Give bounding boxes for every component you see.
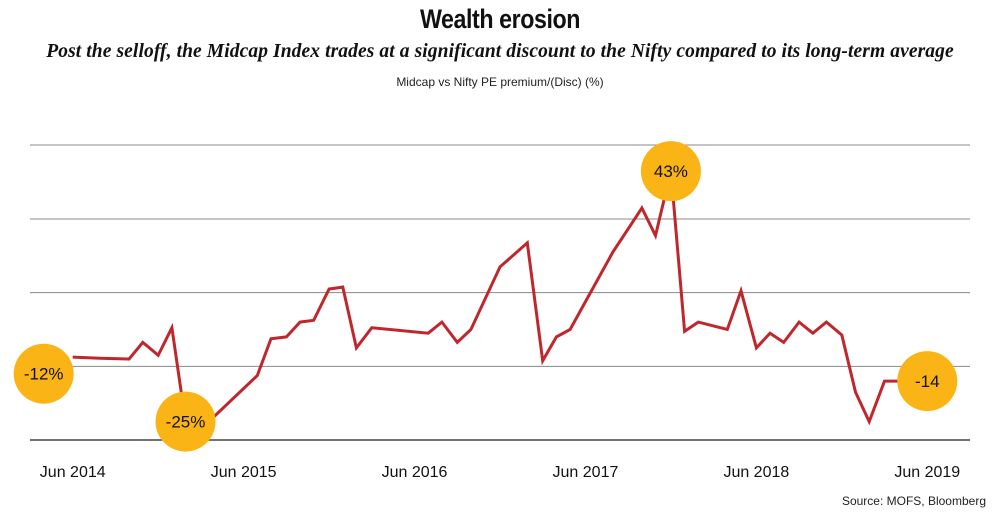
x-tick-label: Jun 2015 xyxy=(211,464,277,481)
y-axis-label: Midcap vs Nifty PE premium/(Disc) (%) xyxy=(396,75,604,89)
x-tick-label: Jun 2018 xyxy=(723,464,789,481)
source-note: Source: MOFS, Bloomberg xyxy=(841,494,986,508)
x-tick-label: Jun 2014 xyxy=(40,464,106,481)
x-tick-label: Jun 2019 xyxy=(894,464,960,481)
annotation-label: -14 xyxy=(915,372,940,391)
x-tick-label: Jun 2017 xyxy=(553,464,619,481)
annotation-bubble xyxy=(155,391,216,452)
annotation-bubble xyxy=(897,351,958,412)
annotation-label: -12% xyxy=(24,365,64,384)
annotation-label: 43% xyxy=(654,162,688,181)
x-tick-label: Jun 2016 xyxy=(382,464,448,481)
chart-subtitle: Post the selloff, the Midcap Index trade… xyxy=(46,41,954,62)
chart-title: Wealth erosion xyxy=(419,4,580,34)
annotation-bubble xyxy=(13,343,74,404)
series-line-layer xyxy=(72,170,928,426)
annotation-label: -25% xyxy=(166,413,206,432)
annotation-bubble xyxy=(640,141,701,202)
series-line xyxy=(72,170,928,426)
annotation-bubbles: -12% -25% 43% -14 xyxy=(13,141,958,452)
x-tick-labels: Jun 2014 Jun 2015 Jun 2016 Jun 2017 Jun 2018… xyxy=(40,464,960,481)
